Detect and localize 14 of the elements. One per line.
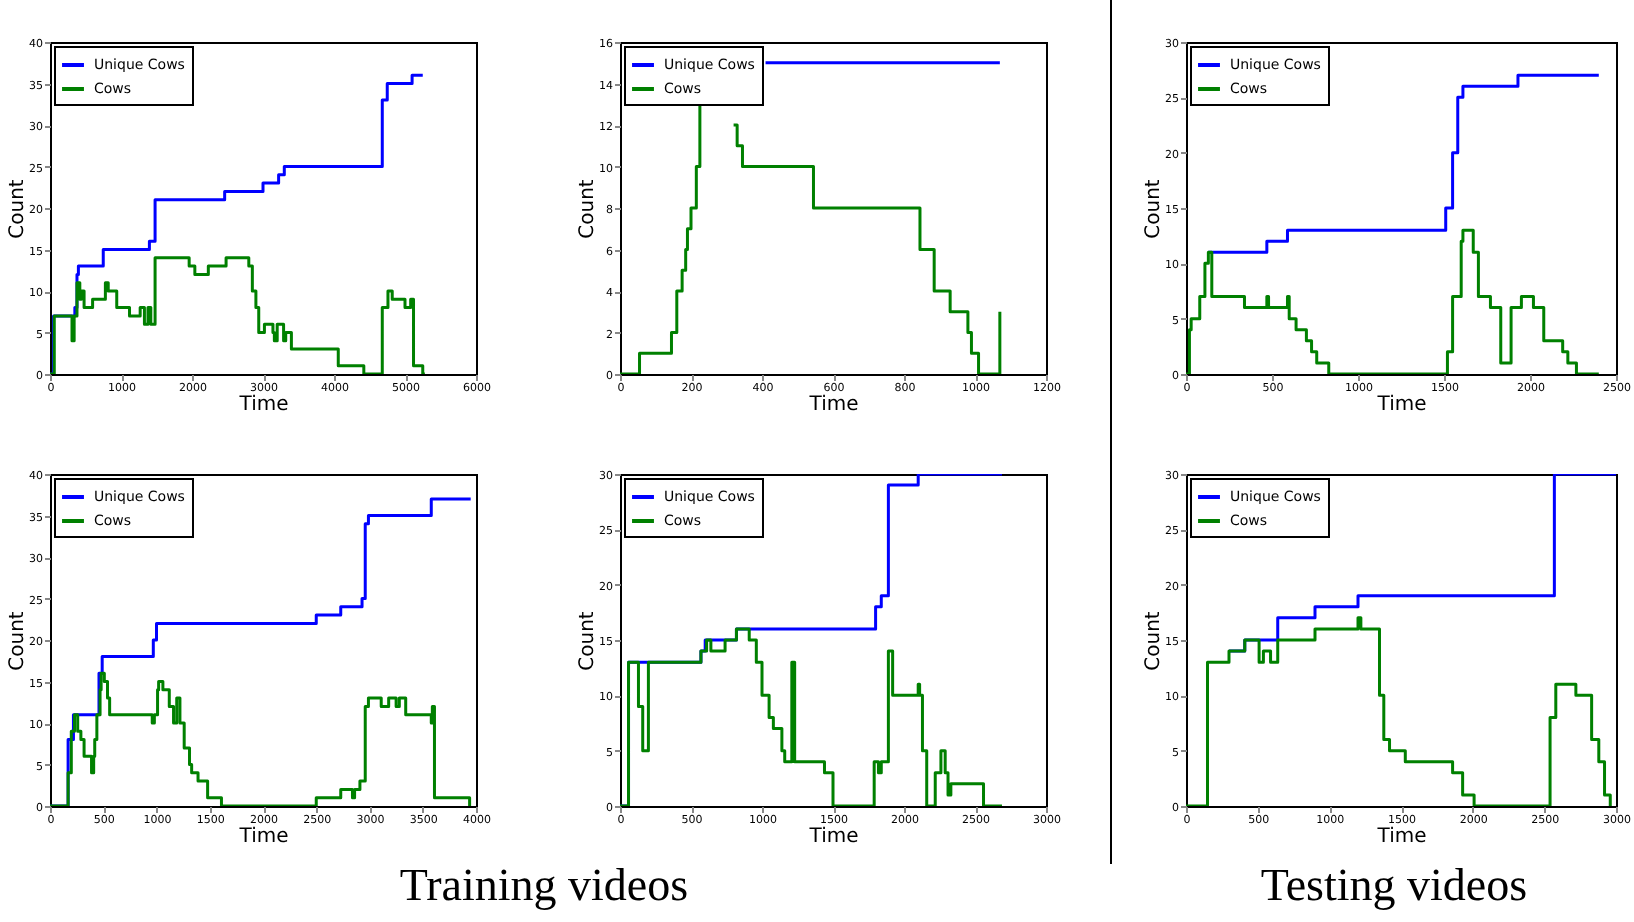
x-axis-title: Time [1375, 826, 1427, 848]
x-axis-title: Time [237, 826, 289, 848]
x-axis-title: Time [807, 826, 859, 848]
y-axis-title: Count [1143, 611, 1165, 671]
y-axis-title: Count [577, 179, 599, 239]
y-axis-title: Count [577, 611, 599, 671]
y-axis-title: Count [1143, 179, 1165, 239]
y-axis-title: Count [7, 179, 29, 239]
x-axis-title: Time [237, 394, 289, 416]
x-axis-title: Time [1375, 394, 1427, 416]
x-axis-title: Time [807, 394, 859, 416]
text: Testing videos [1260, 860, 1528, 912]
text: Training videos [399, 860, 689, 912]
y-axis-title: Count [7, 611, 29, 671]
